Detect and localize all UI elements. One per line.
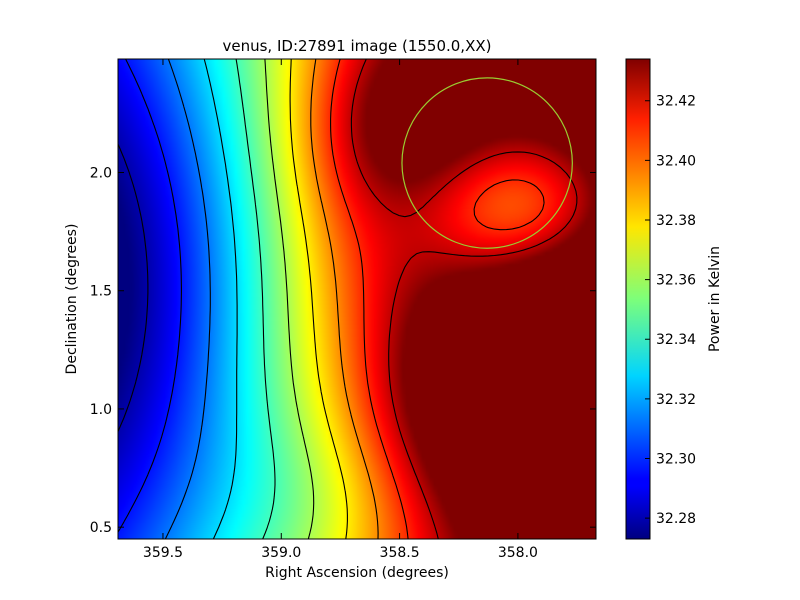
colorbar-label: Power in Kelvin [707, 246, 723, 352]
contour-line [264, 59, 315, 539]
colorbar-tick-label: 32.36 [656, 273, 696, 289]
chart-title: venus, ID:27891 image (1550.0,XX) [223, 37, 492, 55]
marker-circle [401, 77, 573, 249]
colorbar-tick-label: 32.28 [656, 511, 696, 527]
contour-line [310, 59, 379, 539]
colorbar-tick-label: 32.38 [656, 213, 696, 229]
colorbar [625, 58, 651, 540]
colorbar-tick-label: 32.40 [656, 153, 696, 169]
y-tick-label: 2.0 [90, 165, 112, 181]
contour-line [289, 59, 348, 539]
x-tick-label: 359.5 [143, 545, 183, 561]
colorbar-ticks: 32.28 32.30 32.32 32.34 32.36 32.38 32.40 32.42 [645, 94, 696, 527]
y-tick-label: 1.5 [90, 284, 112, 300]
y-axis-ticks: 0.5 1.0 1.5 2.0 [90, 165, 596, 536]
x-axis-ticks: 359.5 359.0 358.5 358.0 [143, 59, 538, 561]
y-axis-label: Declination (degrees) [64, 224, 80, 375]
colorbar-tick-label: 32.30 [656, 452, 696, 468]
contour-line [350, 59, 578, 539]
y-tick-label: 0.5 [90, 520, 112, 536]
x-axis-label: Right Ascension (degrees) [265, 565, 449, 581]
contour-lines [118, 59, 578, 539]
heatmap-image [118, 59, 596, 539]
colorbar-tick-label: 32.32 [656, 392, 696, 408]
contour-line [118, 59, 182, 533]
colorbar-tick-label: 32.34 [656, 332, 696, 348]
contour-line [330, 59, 545, 539]
colorbar-tick-label: 32.42 [656, 94, 696, 110]
plot-frame [117, 58, 597, 540]
heatmap-area [118, 59, 596, 539]
x-tick-label: 359.0 [261, 545, 301, 561]
x-tick-label: 358.5 [380, 545, 420, 561]
y-tick-label: 1.0 [90, 402, 112, 418]
x-tick-label: 358.0 [498, 545, 538, 561]
contour-line [235, 59, 276, 539]
